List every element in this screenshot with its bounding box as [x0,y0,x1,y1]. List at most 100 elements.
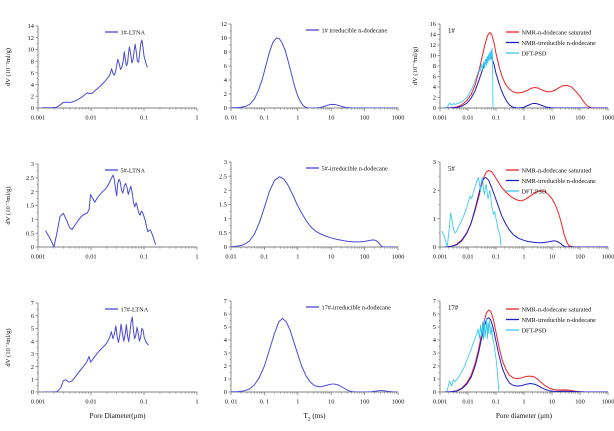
y-tick-label: 8 [224,49,227,56]
x-tick-label: 1 [296,399,299,406]
series-line [446,318,500,392]
y-tick-label: 0 [224,105,227,112]
y-tick-label: 2 [224,363,227,370]
legend-label: NMR-n-dodecane saturated [522,306,593,313]
legend-label: NMR-n-dodecane saturated [522,29,593,36]
x-tick-label: 0.1 [140,254,148,261]
panel-r1c2-canvas: 0 2 4 6 8 10 12 0. 01 0. 1 1 10 100 1000 1# irreducib… [221,21,405,122]
series-line [444,177,608,247]
series-line [231,176,398,247]
y-tick-label: 2 [433,188,436,195]
y-tick-label: 16 [430,21,436,28]
legend-label: NMR-irreducible n-dodecane [522,317,597,324]
y-tick-label: 4 [433,337,437,344]
legend-label: DFT-PSD [522,327,547,334]
panel-r1c1-canvas: 0 2 4 6 8 10 12 14 0.001 0.01 0.1 1 dV (10⁻²ml/g) 1#-… [5,23,199,122]
panel-r3c1: 0 1 2 3 4 5 6 7 0.001 0.01 0.1 1 dV (10⁻²ml/g) 17#-LT… [0,281,205,426]
panel-label: 17# [448,305,459,312]
x-tick-label: 1000 [392,254,405,261]
y-tick-label: 0 [31,244,34,251]
panel-r3c2: 0 1 2 3 4 5 6 7 0. 01 0. 1 1 10 100 1000 17#-irreducib… [205,281,408,426]
legend-label: DFT-PSD [522,50,547,57]
y-tick-label: 4 [224,337,228,344]
y-tick-label: 10 [28,47,34,54]
panel-r3c3-canvas: 0 1 2 3 4 5 6 7 0.001 0.01 0.1 1 10 100 1000 17# NMR-n-d… [433,298,614,406]
x-tick-label: 1 [522,254,525,261]
y-tick-label: 0 [224,389,227,396]
legend-label: NMR-n-dodecane saturated [522,167,593,174]
x-tick-label: 0.001 [433,399,447,406]
x-tick-label: 0.1 [492,399,500,406]
y-tick-label: 1 [224,216,227,223]
x-tick-label: 0.1 [492,254,500,261]
y-axis-title: dV (10⁻²ml/g) [5,48,12,86]
x-tick-label: 0.01 [85,254,96,261]
y-tick-label: 2.5 [26,175,34,182]
panel-r2c2: 0 0.5 1 1.5 2 2.5 3 0.01 0.1 1 10 100 1000 5#-irreduc… [205,142,408,281]
x-tick-label: 1000 [392,399,405,406]
y-tick-label: 6 [224,63,227,70]
y-tick-label: 3 [224,350,227,357]
y-tick-label: 3 [433,350,436,357]
y-tick-label: 4 [31,338,35,345]
y-axis-title: dV (10⁻⁴ml/g) [412,47,419,85]
y-tick-label: 8 [433,63,436,70]
y-tick-label: 7 [31,300,35,307]
y-axis-title: dV (10⁻²ml/g) [5,186,12,224]
x-tick-label: 0.1 [260,254,268,261]
y-tick-label: 7 [433,298,437,305]
x-tick-label: 10 [549,254,555,261]
x-tick-label: 1000 [602,254,614,261]
series-line [444,31,608,108]
x-tick-label: 0.01 [85,399,96,406]
y-tick-label: 6 [31,313,34,320]
series-line [41,316,149,392]
y-tick-label: 0.5 [219,230,227,237]
panel-label: 5# [448,166,455,173]
x-tick-label: 10 [328,115,334,122]
y-tick-label: 0 [224,244,227,251]
x-tick-label: 0.1 [140,115,148,122]
y-tick-label: 1 [433,216,436,223]
y-tick-label: 2 [224,188,227,195]
y-tick-label: 5 [433,324,436,331]
y-tick-label: 12 [28,35,34,42]
x-tick-label: 0.01 [462,115,473,122]
legend-label: NMR-irreducible n-dodecane [522,178,597,185]
y-tick-label: 2 [31,189,34,196]
x-tick-label: 0.001 [433,115,447,122]
panel-r2c2-canvas: 0 0.5 1 1.5 2 2.5 3 0.01 0.1 1 10 100 1000 5#-irreduc… [219,159,405,261]
legend-label: 1# irreducible n-dodecane [322,27,388,34]
y-tick-label: 6 [224,311,227,318]
x-tick-label: 100 [575,399,585,406]
y-tick-label: 7 [224,298,228,305]
x-tick-label: 0.1 [492,115,500,122]
y-axis-title: dV (10⁻²ml/g) [5,328,12,366]
x-tick-label: 0. 1 [260,399,270,406]
y-tick-label: 4 [433,84,437,91]
panel-r1c2: 0 2 4 6 8 10 12 0. 01 0. 1 1 10 100 1000 1# irreducib… [205,4,408,142]
y-tick-label: 6 [433,311,436,318]
x-tick-label: 100 [360,254,370,261]
y-tick-label: 10 [221,35,227,42]
y-tick-label: 2 [31,93,34,100]
x-tick-label: 0.01 [225,254,236,261]
x-tick-label: 100 [575,254,585,261]
y-tick-label: 1 [31,376,34,383]
x-tick-label: 10 [549,399,555,406]
y-tick-label: 2 [433,95,436,102]
x-tick-label: 10 [328,399,334,406]
x-tick-label: 0. 01 [225,115,238,122]
x-tick-label: 0.01 [462,399,473,406]
x-tick-label: 1000 [602,399,614,406]
x-tick-label: 1 [522,115,525,122]
y-tick-label: 2 [433,363,436,370]
y-tick-label: 0 [31,389,34,396]
y-tick-label: 12 [221,21,227,28]
y-tick-label: 4 [31,82,35,89]
x-tick-label: 1000 [392,115,405,122]
x-tick-label: 1 [195,254,198,261]
series-line [444,309,608,392]
x-tick-label: 100 [360,115,370,122]
